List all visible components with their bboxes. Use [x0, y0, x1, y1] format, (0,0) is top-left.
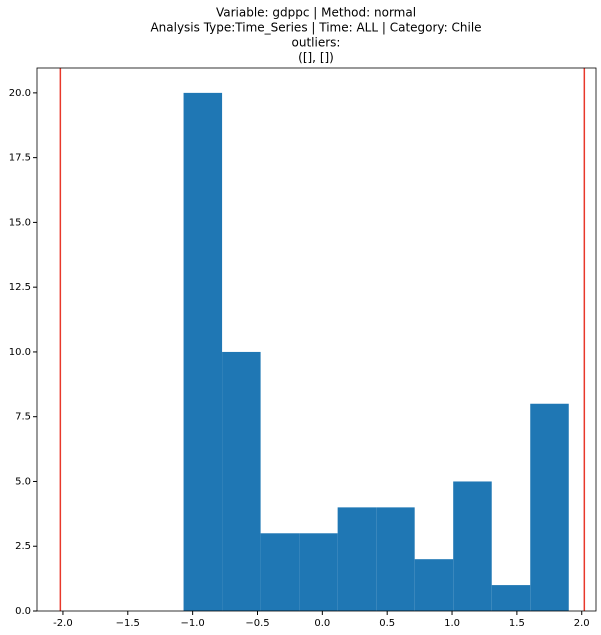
- bar: [414, 559, 454, 611]
- chart-title: Analysis Type:Time_Series | Time: ALL | …: [150, 21, 481, 35]
- bar: [453, 481, 492, 611]
- y-tick-label: 5.0: [15, 476, 31, 487]
- chart-title: Variable: gdppc | Method: normal: [216, 6, 416, 20]
- x-tick-label: −0.5: [245, 618, 269, 629]
- x-tick-label: 1.5: [509, 618, 525, 629]
- chart-title: outliers:: [292, 36, 341, 50]
- y-tick-label: 7.5: [15, 412, 31, 423]
- bar: [299, 533, 338, 611]
- bar: [491, 585, 531, 611]
- y-tick-label: 12.5: [9, 282, 31, 293]
- plot-frame: [36, 67, 597, 612]
- x-tick-label: 2.0: [574, 618, 590, 629]
- x-tick-label: -2.0: [53, 618, 73, 629]
- y-tick-label: 20.0: [9, 88, 31, 99]
- x-tick-label: −1.0: [180, 618, 204, 629]
- y-tick-label: 2.5: [15, 541, 31, 552]
- bar: [222, 351, 261, 611]
- y-tick-label: 15.0: [9, 217, 31, 228]
- bar: [530, 403, 569, 611]
- x-tick-label: 0.5: [379, 618, 395, 629]
- bar: [260, 533, 300, 611]
- x-tick-label: 1.0: [444, 618, 460, 629]
- y-tick-label: 10.0: [9, 347, 31, 358]
- chart-title: ([], []): [298, 51, 334, 65]
- bar: [337, 507, 377, 611]
- x-tick-label: 0.0: [314, 618, 330, 629]
- bar: [376, 507, 415, 611]
- bar: [183, 92, 223, 611]
- y-tick-label: 17.5: [9, 153, 31, 164]
- x-tick-label: −1.5: [116, 618, 140, 629]
- y-tick-label: 0.0: [15, 606, 31, 617]
